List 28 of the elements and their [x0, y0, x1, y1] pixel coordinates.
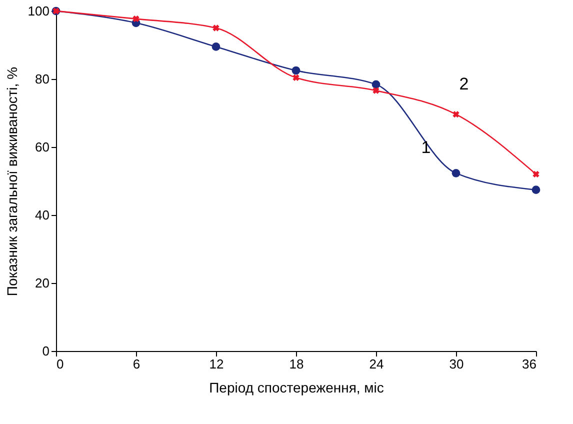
x-tick-label: 6 [132, 356, 140, 372]
point [532, 186, 540, 194]
y-tick-label: 0 [42, 344, 50, 358]
x-tick-label: 30 [449, 356, 464, 372]
point [452, 169, 460, 178]
x-tick-label: 24 [369, 356, 384, 372]
point [532, 170, 540, 178]
series-label: 2 [459, 74, 469, 94]
y-tick-label: 100 [28, 4, 50, 18]
point [212, 24, 220, 32]
y-axis-title: Показник загальної виживаності, % [4, 66, 20, 296]
x-axis-title: Період спостереження, міс [209, 380, 384, 396]
x-tick-label: 36 [522, 356, 536, 372]
series-label: 1 [421, 138, 431, 158]
point [212, 42, 220, 51]
y-tick-label: 80 [35, 72, 50, 86]
x-tick-label: 12 [209, 356, 224, 372]
y-tick-label: 20 [35, 276, 50, 290]
y-tick-label: 60 [35, 140, 50, 154]
point [292, 74, 300, 81]
x-tick-label: 0 [56, 356, 64, 372]
point [132, 16, 140, 22]
point [372, 87, 380, 94]
point [292, 66, 300, 75]
y-tick-label: 40 [35, 208, 50, 222]
x-tick-label: 18 [289, 356, 304, 372]
point [452, 111, 460, 118]
point [372, 80, 380, 89]
